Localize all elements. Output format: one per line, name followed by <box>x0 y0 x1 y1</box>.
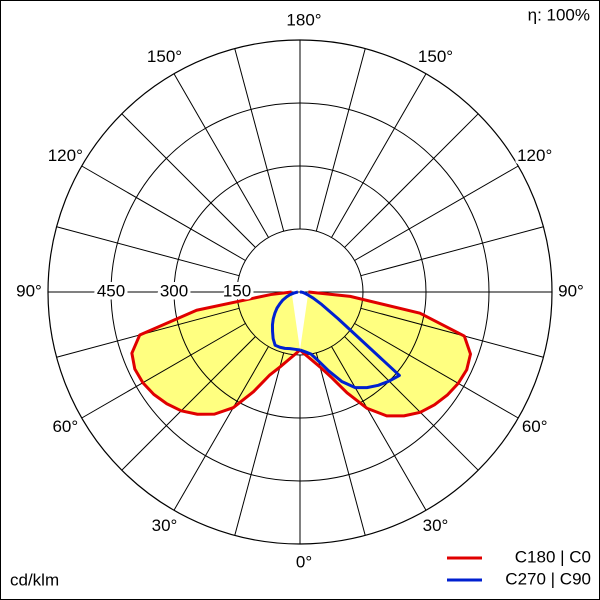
curve <box>299 290 401 390</box>
theta-tick-label: 60° <box>52 417 78 436</box>
theta-tick-label: 0° <box>296 552 312 571</box>
legend-label: C270 | C90 <box>505 569 591 588</box>
r-tick-label: 150 <box>223 281 251 300</box>
grid-spoke <box>121 113 256 248</box>
r-tick-label: 450 <box>97 281 125 300</box>
efficiency-label: η: 100% <box>528 5 590 24</box>
theta-tick-label: 180° <box>286 10 321 29</box>
grid-spoke <box>331 346 427 511</box>
grid-spoke <box>354 165 519 261</box>
grid-spoke <box>315 48 366 232</box>
grid-spoke <box>331 73 427 238</box>
curve <box>130 290 301 416</box>
theta-tick-label: 30° <box>152 516 178 535</box>
theta-tick-label: 120° <box>517 146 552 165</box>
theta-tick-label: 60° <box>522 417 548 436</box>
theta-tick-label: 150° <box>418 47 453 66</box>
grid-spoke <box>315 352 366 536</box>
grid-spoke <box>173 73 269 238</box>
theta-tick-label: 150° <box>147 47 182 66</box>
unit-label: cd/klm <box>10 570 59 589</box>
grid-spoke <box>344 336 479 471</box>
grid-spoke <box>234 48 285 232</box>
grid-spoke <box>121 336 256 471</box>
curve <box>299 290 472 418</box>
grid-spoke <box>234 352 285 536</box>
grid-spoke <box>56 226 240 277</box>
theta-tick-label: 120° <box>48 146 83 165</box>
theta-tick-label: 90° <box>558 281 584 300</box>
grid-spoke <box>360 307 544 358</box>
grid-spoke <box>344 113 479 248</box>
theta-tick-label: 30° <box>423 516 449 535</box>
r-tick-label: 300 <box>160 281 188 300</box>
lobe-fill <box>131 292 300 415</box>
theta-tick-label: 90° <box>16 281 42 300</box>
legend-label: C180 | C0 <box>515 547 591 566</box>
grid-spoke <box>354 323 519 419</box>
grid-spoke <box>173 346 269 511</box>
curve <box>270 290 301 352</box>
grid-spoke <box>81 323 246 419</box>
grid-spoke <box>360 226 544 277</box>
grid-spoke <box>81 165 246 261</box>
